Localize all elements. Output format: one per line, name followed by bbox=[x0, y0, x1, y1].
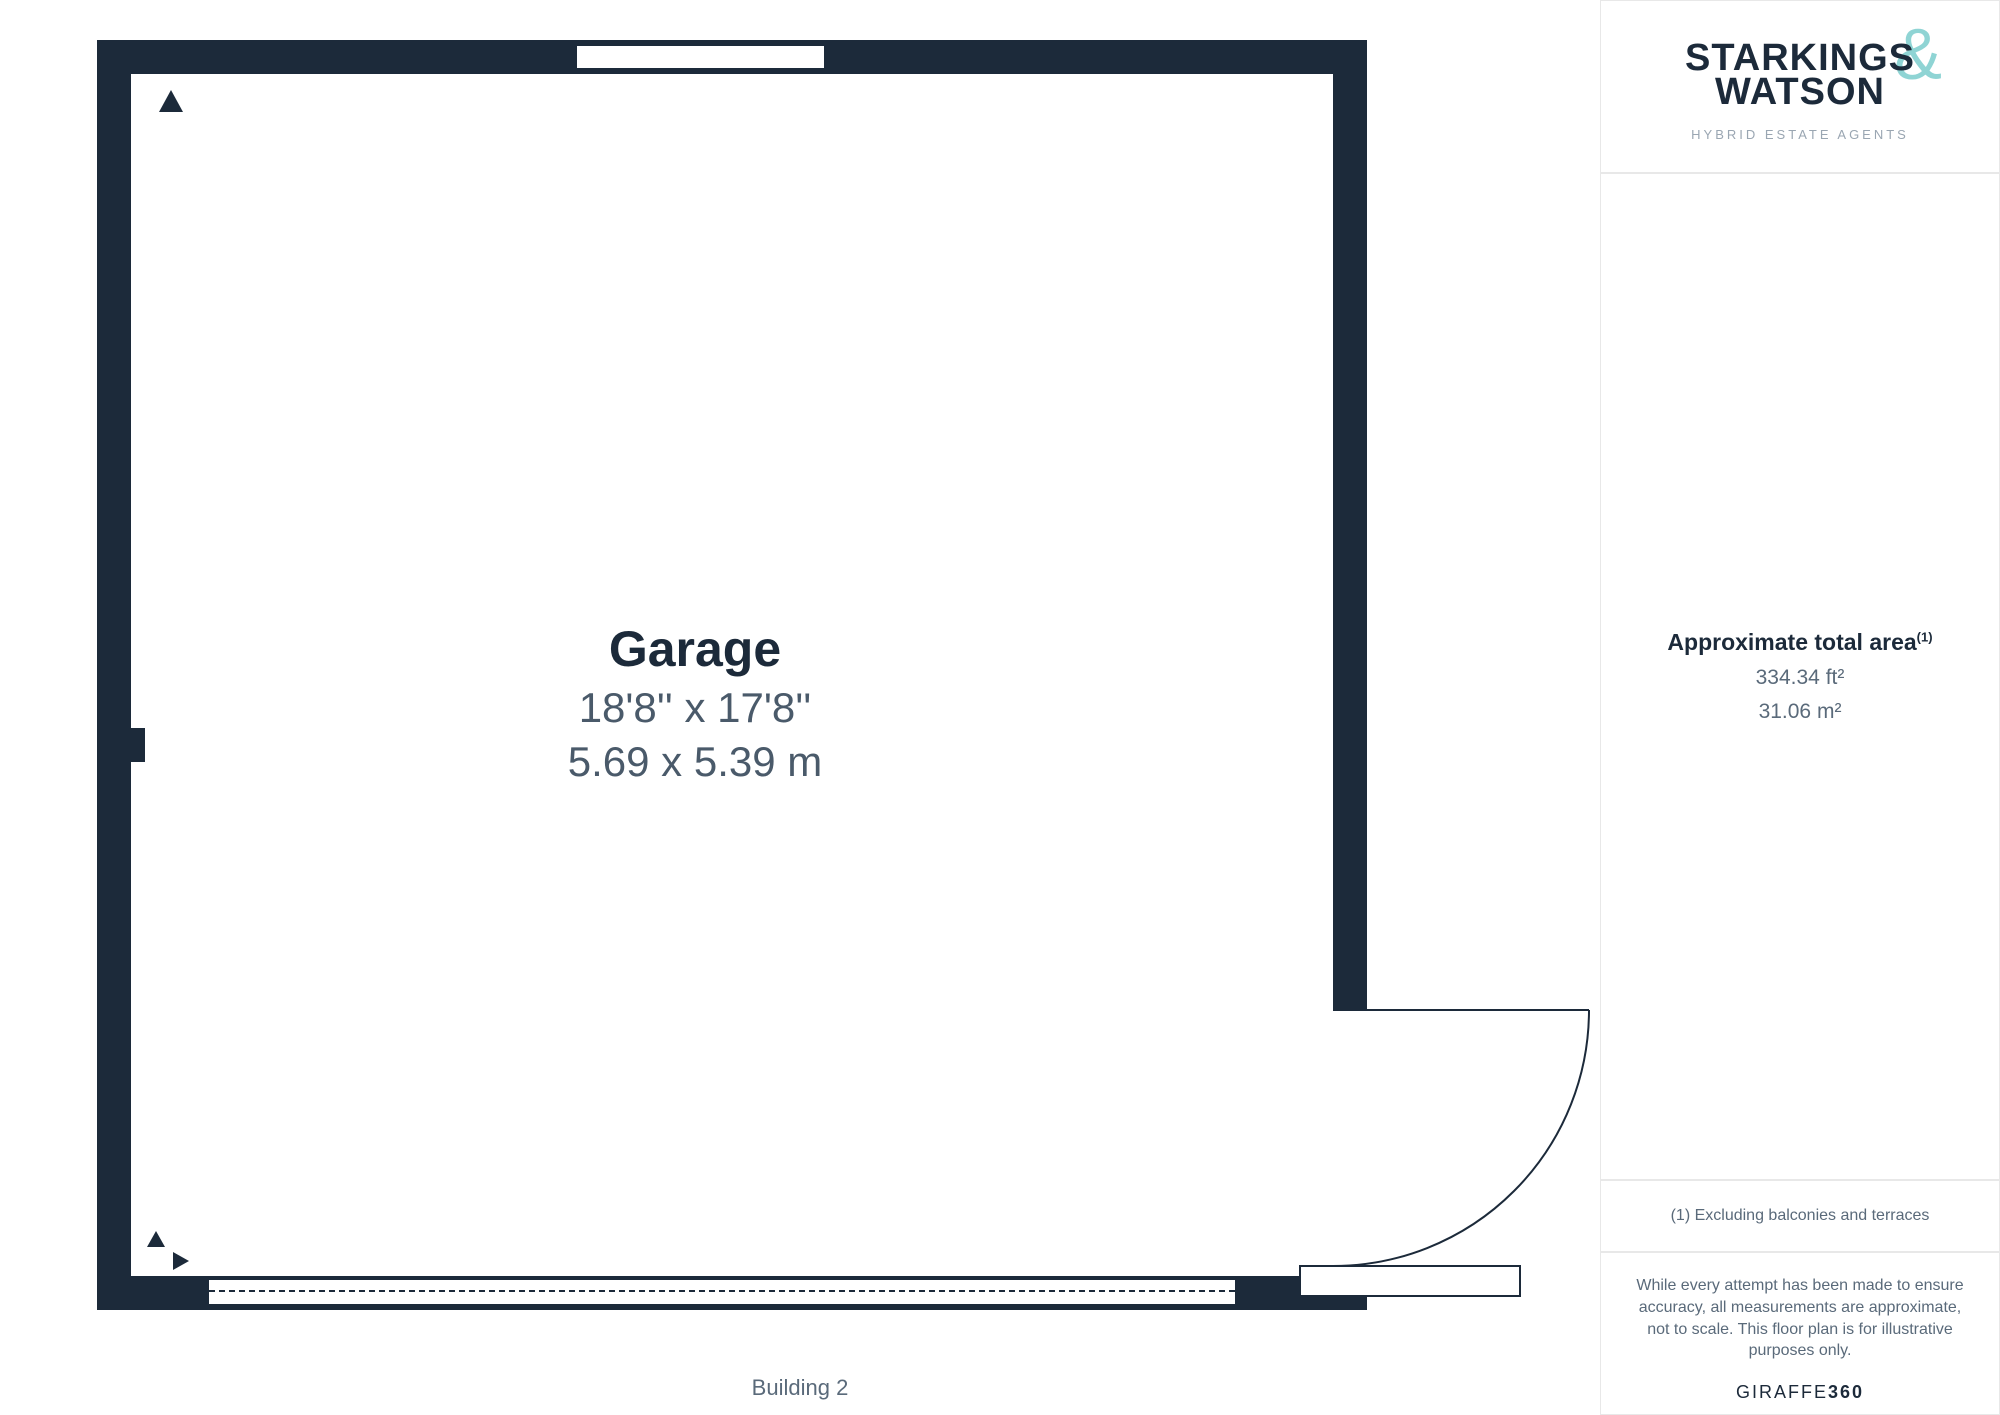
room-dim-imperial: 18'8'' x 17'8'' bbox=[445, 684, 945, 732]
room-dim-metric: 5.69 x 5.39 m bbox=[445, 738, 945, 786]
brand-logo: & STARKINGS WATSON bbox=[1685, 41, 1915, 109]
logo-block: & STARKINGS WATSON HYBRID ESTATE AGENTS bbox=[1600, 0, 2000, 173]
disclaimer-block: While every attempt has been made to ens… bbox=[1600, 1252, 2000, 1415]
area-block: Approximate total area(1) 334.34 ft² 31.… bbox=[1600, 173, 2000, 1180]
building-label: Building 2 bbox=[752, 1375, 849, 1401]
area-ft: 334.34 ft² bbox=[1756, 666, 1845, 690]
sidebar: & STARKINGS WATSON HYBRID ESTATE AGENTS … bbox=[1600, 0, 2000, 1415]
room-label: Garage 18'8'' x 17'8'' 5.69 x 5.39 m bbox=[445, 620, 945, 786]
brand-line2: WATSON bbox=[1685, 75, 1915, 109]
north-arrow-icon bbox=[159, 90, 183, 112]
disclaimer-text: While every attempt has been made to ens… bbox=[1631, 1275, 1969, 1361]
area-m: 31.06 m² bbox=[1759, 700, 1842, 724]
room-name: Garage bbox=[445, 620, 945, 678]
credit: GIRAFFE360 bbox=[1631, 1380, 1969, 1404]
opening-arrow-up-icon bbox=[147, 1231, 165, 1247]
opening-arrow-right-icon bbox=[173, 1252, 189, 1270]
footnote-text: (1) Excluding balconies and terraces bbox=[1671, 1207, 1930, 1224]
floorplan-canvas: Garage 18'8'' x 17'8'' 5.69 x 5.39 m Bui… bbox=[0, 0, 1600, 1415]
brand-line1: STARKINGS bbox=[1685, 41, 1915, 75]
area-title: Approximate total area(1) bbox=[1667, 629, 1932, 656]
footnote-block: (1) Excluding balconies and terraces bbox=[1600, 1180, 2000, 1252]
brand-tagline: HYBRID ESTATE AGENTS bbox=[1621, 127, 1979, 142]
